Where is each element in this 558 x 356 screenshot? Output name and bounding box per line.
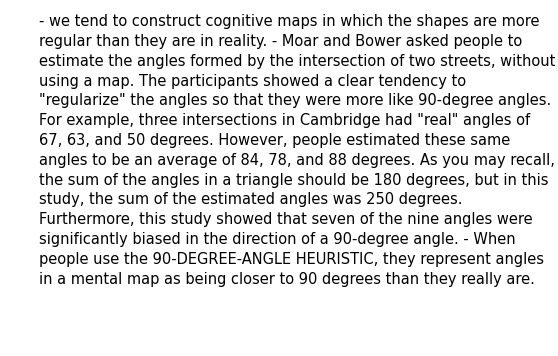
Text: - we tend to construct cognitive maps in which the shapes are more regular than : - we tend to construct cognitive maps in… xyxy=(39,14,555,287)
